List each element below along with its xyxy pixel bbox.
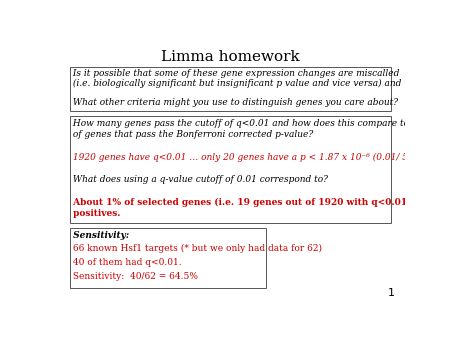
Text: (i.e. biologically significant but insignificant p value and vice versa) and why: (i.e. biologically significant but insig…: [70, 79, 428, 88]
Text: 1920 genes have q<0.01 … only 20 genes have a p < 1.87 x 10⁻⁶ (0.01/ 5338 Ttests: 1920 genes have q<0.01 … only 20 genes h…: [70, 152, 450, 162]
Text: Sensitivity:: Sensitivity:: [70, 231, 130, 240]
Text: About 1% of selected genes (i.e. 19 genes out of 1920 with q<0.01) could be fals: About 1% of selected genes (i.e. 19 gene…: [70, 198, 450, 207]
FancyBboxPatch shape: [70, 116, 391, 223]
Text: positives.: positives.: [70, 209, 121, 218]
Text: 1: 1: [387, 288, 395, 298]
Text: What does using a q-value cutoff of 0.01 correspond to?: What does using a q-value cutoff of 0.01…: [70, 175, 328, 184]
Text: 40 of them had q<0.01.: 40 of them had q<0.01.: [70, 258, 182, 267]
Text: Is it possible that some of these gene expression changes are miscalled: Is it possible that some of these gene e…: [70, 69, 400, 78]
FancyBboxPatch shape: [70, 228, 266, 288]
Text: 66 known Hsf1 targets (* but we only had data for 62): 66 known Hsf1 targets (* but we only had…: [70, 244, 322, 254]
Text: Sensitivity:  40/62 = 64.5%: Sensitivity: 40/62 = 64.5%: [70, 271, 198, 281]
FancyBboxPatch shape: [70, 67, 391, 111]
Text: What other criteria might you use to distinguish genes you care about?: What other criteria might you use to dis…: [70, 98, 398, 107]
Text: Limma homework: Limma homework: [161, 50, 300, 64]
Text: How many genes pass the cutoff of q<0.01 and how does this compare to the number: How many genes pass the cutoff of q<0.01…: [70, 119, 450, 128]
Text: of genes that pass the Bonferroni corrected p-value?: of genes that pass the Bonferroni correc…: [70, 130, 314, 139]
